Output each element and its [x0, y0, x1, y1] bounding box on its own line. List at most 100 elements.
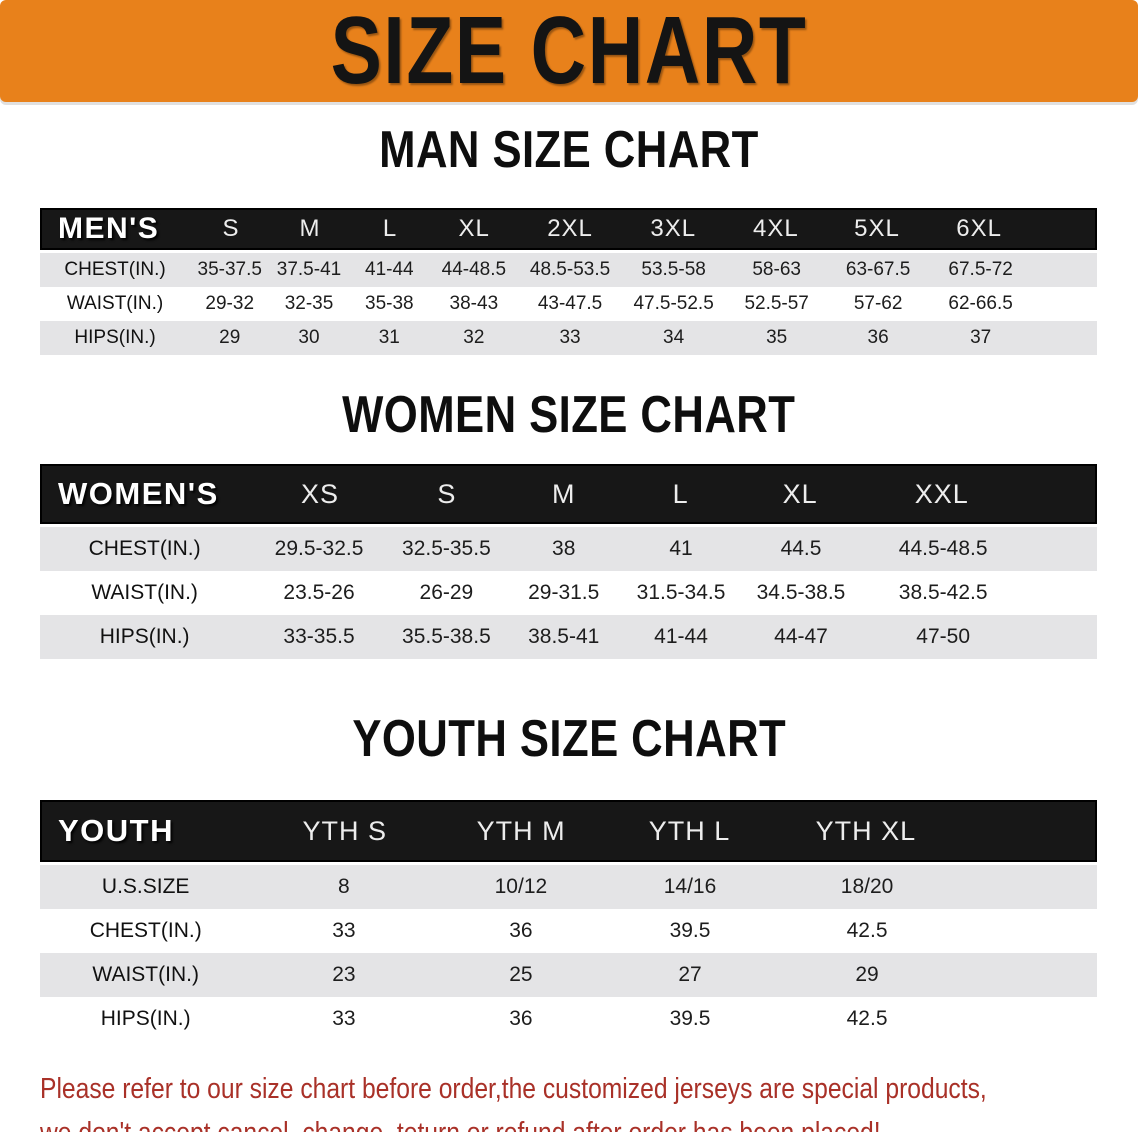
row-label: WAIST(IN.)	[91, 581, 198, 604]
size-value-cell: 33	[559, 327, 581, 348]
size-column-header: M	[551, 478, 576, 509]
table-header-label: MEN'S	[58, 212, 160, 245]
row-label: HIPS(IN.)	[74, 327, 156, 348]
size-value-cell: 57-62	[853, 293, 903, 314]
size-value-cell: 35.5-38.5	[402, 625, 491, 648]
size-column-header: 5XL	[854, 215, 900, 242]
table-row: CHEST(IN.) 35-37.5 37.5-41 41-44 44-48.5 48.5…	[40, 253, 1097, 287]
size-value-cell: 33	[332, 919, 356, 942]
size-value-cell: 42.5	[846, 919, 888, 942]
size-column-header: 6XL	[956, 215, 1002, 242]
row-label: CHEST(IN.)	[88, 537, 201, 560]
table-header-label: YOUTH	[58, 813, 174, 848]
size-value-cell: 23	[332, 963, 356, 986]
size-value-cell: 32-35	[284, 293, 334, 314]
size-column-header: L	[382, 215, 398, 242]
row-label: HIPS(IN.)	[99, 625, 190, 648]
size-value-cell: 52.5-57	[744, 293, 809, 314]
row-label: HIPS(IN.)	[100, 1007, 191, 1030]
size-value-cell: 29-32	[205, 293, 255, 314]
size-value-cell: 38	[552, 537, 576, 560]
size-value-cell: 38.5-42.5	[898, 581, 988, 604]
table-header-row: WOMEN'S XS S M L XL XXL	[40, 464, 1097, 524]
size-value-cell: 10/12	[494, 875, 548, 898]
table-row: WAIST(IN.) 23.5-26 26-29 29-31.5 31.5-34.5 34…	[40, 571, 1097, 615]
size-value-cell: 25	[509, 963, 533, 986]
size-value-cell: 29	[855, 963, 879, 986]
size-value-cell: 36	[867, 327, 889, 348]
size-column-header: YTH XL	[815, 815, 917, 846]
size-column-header: XS	[300, 478, 339, 509]
size-value-cell: 26-29	[419, 581, 474, 604]
order-disclaimer: Please refer to our size chart before or…	[40, 1067, 1138, 1132]
row-label: CHEST(IN.)	[89, 919, 202, 942]
size-value-cell: 33-35.5	[283, 625, 355, 648]
size-column-header: S	[437, 478, 457, 509]
size-value-cell: 32	[463, 327, 485, 348]
size-value-cell: 31.5-34.5	[636, 581, 726, 604]
size-value-cell: 44-47	[774, 625, 828, 648]
size-value-cell: 37	[970, 327, 992, 348]
size-value-cell: 32.5-35.5	[402, 537, 491, 560]
size-value-cell: 47-50	[916, 625, 971, 648]
table-header-label: WOMEN'S	[58, 476, 219, 511]
size-value-cell: 39.5	[669, 919, 711, 942]
banner-title: SIZE CHART	[330, 0, 808, 104]
size-value-cell: 39.5	[669, 1007, 711, 1030]
size-value-cell: 34.5-38.5	[756, 581, 846, 604]
size-value-cell: 44.5	[780, 537, 822, 560]
table-row: HIPS(IN.) 33 36 39.5 42.5	[40, 997, 1097, 1041]
size-value-cell: 37.5-41	[276, 259, 342, 280]
disclaimer-line-1: Please refer to our size chart before or…	[40, 1073, 987, 1105]
row-label: CHEST(IN.)	[64, 259, 166, 280]
size-value-cell: 38.5-41	[528, 625, 600, 648]
man-size-section: MAN SIZE CHART MEN'S S M L XL 2XL 3XL 4XL 5XL 6XL…	[0, 121, 1138, 355]
men-size-table: MEN'S S M L XL 2XL 3XL 4XL 5XL 6XL CHEST(IN.) 35-37…	[40, 208, 1097, 355]
size-column-header: YTH L	[648, 815, 731, 846]
size-column-header: L	[672, 478, 689, 509]
size-value-cell: 67.5-72	[948, 259, 1013, 280]
size-column-header: 3XL	[650, 215, 697, 242]
table-row: WAIST(IN.) 29-32 32-35 35-38 38-43 43-47.5 47.…	[40, 287, 1097, 321]
youth-section-title-text: YOUTH SIZE CHART	[352, 710, 786, 768]
size-value-cell: 31	[378, 327, 400, 348]
size-value-cell: 29.5-32.5	[274, 537, 364, 560]
size-value-cell: 41-44	[365, 259, 414, 280]
table-row: CHEST(IN.) 29.5-32.5 32.5-35.5 38 41 44.5 44.5…	[40, 527, 1097, 571]
women-section-title: WOMEN SIZE CHART	[0, 386, 1138, 449]
size-value-cell: 29-31.5	[528, 581, 600, 604]
size-value-cell: 62-66.5	[948, 293, 1013, 314]
row-label: U.S.SIZE	[101, 875, 190, 898]
table-header-row: MEN'S S M L XL 2XL 3XL 4XL 5XL 6XL	[40, 208, 1097, 250]
man-section-title-text: MAN SIZE CHART	[379, 121, 759, 179]
size-column-header: YTH M	[476, 815, 566, 846]
size-value-cell: 29	[219, 327, 241, 348]
size-value-cell: 36	[509, 919, 533, 942]
size-value-cell: 41-44	[654, 625, 708, 648]
size-column-header: M	[299, 215, 321, 242]
size-value-cell: 47.5-52.5	[633, 293, 714, 314]
size-value-cell: 30	[298, 327, 320, 348]
size-value-cell: 36	[509, 1007, 533, 1030]
size-value-cell: 35	[766, 327, 788, 348]
size-value-cell: 63-67.5	[845, 259, 911, 280]
size-column-header: XL	[458, 215, 490, 242]
size-column-header: 4XL	[753, 215, 799, 242]
size-value-cell: 44-48.5	[441, 259, 507, 280]
size-column-header: XL	[782, 478, 818, 509]
women-section-title-text: WOMEN SIZE CHART	[342, 386, 796, 444]
table-row: HIPS(IN.) 29 30 31 32 33 34 35 36 37	[40, 321, 1097, 355]
row-label: WAIST(IN.)	[92, 963, 199, 986]
size-value-cell: 33	[332, 1007, 356, 1030]
table-row: CHEST(IN.) 33 36 39.5 42.5	[40, 909, 1097, 953]
size-value-cell: 41	[669, 537, 693, 560]
women-size-table: WOMEN'S XS S M L XL XXL CHEST(IN.) 29.5-32.5 32.5…	[40, 464, 1097, 659]
size-value-cell: 44.5-48.5	[898, 537, 988, 560]
man-section-title: MAN SIZE CHART	[0, 121, 1138, 184]
women-size-section: WOMEN SIZE CHART WOMEN'S XS S M L XL XXL CHEST(…	[0, 386, 1138, 659]
youth-section-title: YOUTH SIZE CHART	[0, 710, 1138, 773]
row-label: WAIST(IN.)	[66, 293, 164, 314]
size-column-header: XXL	[914, 478, 969, 509]
size-column-header: YTH S	[302, 815, 387, 846]
size-value-cell: 38-43	[449, 293, 499, 314]
